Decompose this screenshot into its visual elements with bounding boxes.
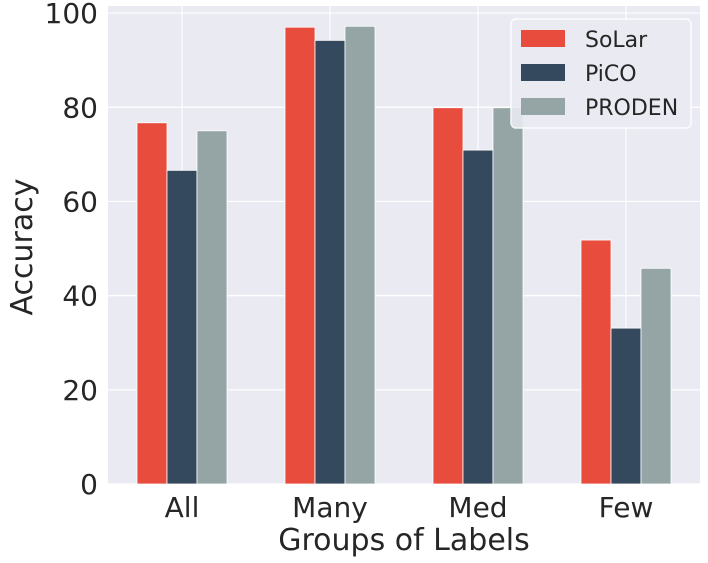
bar-pico-few [610,327,642,485]
x-tick-label-many: Many [292,491,368,524]
x-tick-labels: All Many Med Few [165,491,654,524]
y-tick-labels: 0 20 40 60 80 100 [45,0,98,501]
bar-solar-med [432,107,464,485]
bar-pico-med [462,149,494,485]
legend-swatch-proden [521,98,565,115]
legend-swatch-solar [521,30,565,47]
bar-proden-all [196,130,228,485]
bar-pico-all [166,169,198,485]
legend-label-solar: SoLar [585,28,648,53]
bar-proden-med [492,107,524,485]
legend-label-proden: PRODEN [585,96,678,121]
x-tick-label-med: Med [448,491,507,524]
y-tick-label: 80 [62,91,98,124]
bar-solar-few [580,239,612,485]
bar-proden-few [640,267,672,485]
y-tick-label: 60 [62,185,98,218]
bar-solar-many [284,26,316,485]
y-tick-label: 20 [62,374,98,407]
y-axis-label: Accuracy [5,179,40,316]
x-tick-label-few: Few [599,491,654,524]
bars [136,25,672,485]
y-tick-label: 40 [62,280,98,313]
x-axis-label: Groups of Labels [278,523,530,558]
bar-proden-many [344,25,376,485]
x-tick-label-all: All [165,491,200,524]
y-tick-label: 100 [45,0,98,30]
bar-solar-all [136,122,168,485]
legend-swatch-pico [521,64,565,81]
bar-pico-many [314,39,346,485]
legend-label-pico: PiCO [585,62,637,87]
legend: SoLar PiCO PRODEN [510,18,692,129]
y-tick-label: 0 [80,468,98,501]
